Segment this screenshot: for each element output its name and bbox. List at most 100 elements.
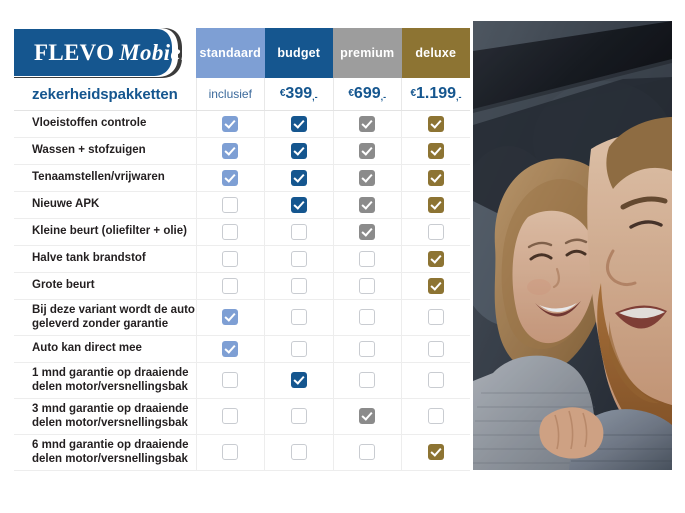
checkbox-checked-icon[interactable]	[359, 115, 376, 132]
checkbox-unchecked-icon[interactable]	[359, 250, 376, 267]
feature-cell-standaard	[195, 362, 265, 399]
checkbox-checked-icon[interactable]	[359, 408, 376, 425]
feature-cell-budget	[264, 164, 333, 192]
feature-rows-body: Vloeistoffen controle Wassen + stofzuigen…	[14, 110, 470, 471]
checkbox-unchecked-icon[interactable]	[359, 372, 376, 389]
checkbox-checked-icon[interactable]	[290, 372, 307, 389]
checkbox-checked-icon[interactable]	[428, 115, 444, 132]
feature-cell-standaard	[195, 245, 265, 273]
feature-cell-premium	[332, 218, 402, 246]
price-budget: €399,-	[264, 78, 333, 111]
checkbox-unchecked-icon[interactable]	[222, 277, 239, 294]
feature-cell-deluxe	[401, 191, 470, 219]
feature-cell-premium	[332, 245, 402, 273]
checkbox-unchecked-icon[interactable]	[222, 372, 239, 389]
feature-cell-budget	[264, 110, 333, 138]
feature-cell-budget	[264, 245, 333, 273]
column-header-standaard[interactable]: standaard	[196, 28, 265, 78]
checkbox-checked-icon[interactable]	[290, 142, 307, 159]
checkbox-unchecked-icon[interactable]	[359, 444, 376, 461]
logo-wordmark: FLEVO Mobiel	[34, 40, 188, 66]
column-header-deluxe[interactable]: deluxe	[401, 28, 470, 78]
checkbox-checked-icon[interactable]	[222, 169, 239, 186]
checkbox-unchecked-icon[interactable]	[428, 408, 444, 425]
table-title: zekerheidspakketten	[14, 78, 196, 111]
checkbox-unchecked-icon[interactable]	[290, 309, 307, 326]
checkbox-checked-icon[interactable]	[428, 142, 444, 159]
checkbox-checked-icon[interactable]	[222, 309, 239, 326]
checkbox-checked-icon[interactable]	[428, 250, 444, 267]
checkbox-unchecked-icon[interactable]	[428, 372, 444, 389]
checkbox-checked-icon[interactable]	[359, 169, 376, 186]
checkbox-unchecked-icon[interactable]	[290, 277, 307, 294]
feature-cell-standaard	[195, 191, 265, 219]
feature-label: Grote beurt	[14, 272, 196, 300]
column-header-budget[interactable]: budget	[264, 28, 333, 78]
feature-cell-premium	[332, 137, 402, 165]
checkbox-checked-icon[interactable]	[428, 277, 444, 294]
feature-cell-budget	[264, 434, 333, 471]
feature-cell-premium	[332, 164, 402, 192]
feature-cell-deluxe	[401, 398, 470, 435]
checkbox-checked-icon[interactable]	[290, 169, 307, 186]
feature-cell-budget	[264, 272, 333, 300]
feature-cell-deluxe	[401, 362, 470, 399]
checkbox-checked-icon[interactable]	[222, 115, 239, 132]
feature-cell-standaard	[195, 110, 265, 138]
checkbox-checked-icon[interactable]	[359, 223, 376, 240]
table-row: Wassen + stofzuigen	[14, 137, 470, 165]
checkbox-checked-icon[interactable]	[222, 142, 239, 159]
checkbox-checked-icon[interactable]	[359, 196, 376, 213]
price-standaard: inclusief	[195, 78, 265, 111]
logo-primary-text: FLEVO	[34, 40, 115, 65]
checkbox-unchecked-icon[interactable]	[428, 309, 444, 326]
checkbox-checked-icon[interactable]	[290, 196, 307, 213]
checkbox-unchecked-icon[interactable]	[290, 408, 307, 425]
column-header-premium[interactable]: premium	[333, 28, 402, 78]
checkbox-unchecked-icon[interactable]	[222, 408, 239, 425]
feature-label: Kleine beurt (oliefilter + olie)	[14, 218, 196, 246]
checkbox-unchecked-icon[interactable]	[428, 340, 444, 357]
feature-cell-standaard	[195, 398, 265, 435]
feature-label: Bij deze variant wordt de auto geleverd …	[14, 299, 196, 336]
checkbox-unchecked-icon[interactable]	[222, 196, 239, 213]
feature-cell-premium	[332, 110, 402, 138]
feature-cell-budget	[264, 335, 333, 363]
checkbox-unchecked-icon[interactable]	[290, 340, 307, 357]
price-suffix-premium: ,-	[380, 92, 387, 102]
table-row: Halve tank brandstof	[14, 245, 470, 273]
feature-cell-premium	[332, 335, 402, 363]
price-row: zekerheidspakketten inclusief €399,- €69…	[14, 78, 470, 111]
feature-label: 3 mnd garantie op draaiende delen motor/…	[14, 398, 196, 435]
checkbox-checked-icon[interactable]	[428, 169, 444, 186]
checkbox-unchecked-icon[interactable]	[359, 277, 376, 294]
checkbox-unchecked-icon[interactable]	[290, 250, 307, 267]
checkbox-unchecked-icon[interactable]	[290, 444, 307, 461]
feature-cell-deluxe	[401, 164, 470, 192]
checkbox-checked-icon[interactable]	[428, 196, 444, 213]
price-amount-budget: 399	[285, 85, 313, 102]
checkbox-checked-icon[interactable]	[222, 340, 239, 357]
table-row: Tenaamstellen/vrijwaren	[14, 164, 470, 192]
table-row: Kleine beurt (oliefilter + olie)	[14, 218, 470, 246]
feature-label: Vloeistoffen controle	[14, 110, 196, 138]
checkbox-unchecked-icon[interactable]	[428, 223, 444, 240]
checkbox-unchecked-icon[interactable]	[359, 309, 376, 326]
feature-cell-standaard	[195, 299, 265, 336]
checkbox-unchecked-icon[interactable]	[222, 250, 239, 267]
checkbox-unchecked-icon[interactable]	[359, 340, 376, 357]
feature-cell-premium	[332, 362, 402, 399]
checkbox-unchecked-icon[interactable]	[290, 223, 307, 240]
checkbox-checked-icon[interactable]	[290, 115, 307, 132]
feature-cell-deluxe	[401, 272, 470, 300]
feature-cell-deluxe	[401, 218, 470, 246]
checkbox-unchecked-icon[interactable]	[222, 223, 239, 240]
checkbox-checked-icon[interactable]	[359, 142, 376, 159]
logo-secondary-text: Mobiel	[119, 40, 188, 65]
feature-cell-premium	[332, 398, 402, 435]
checkbox-unchecked-icon[interactable]	[222, 444, 239, 461]
price-premium: €699,-	[332, 78, 402, 111]
price-suffix-deluxe: ,-	[456, 92, 462, 102]
checkbox-checked-icon[interactable]	[428, 444, 444, 461]
feature-cell-budget	[264, 299, 333, 336]
